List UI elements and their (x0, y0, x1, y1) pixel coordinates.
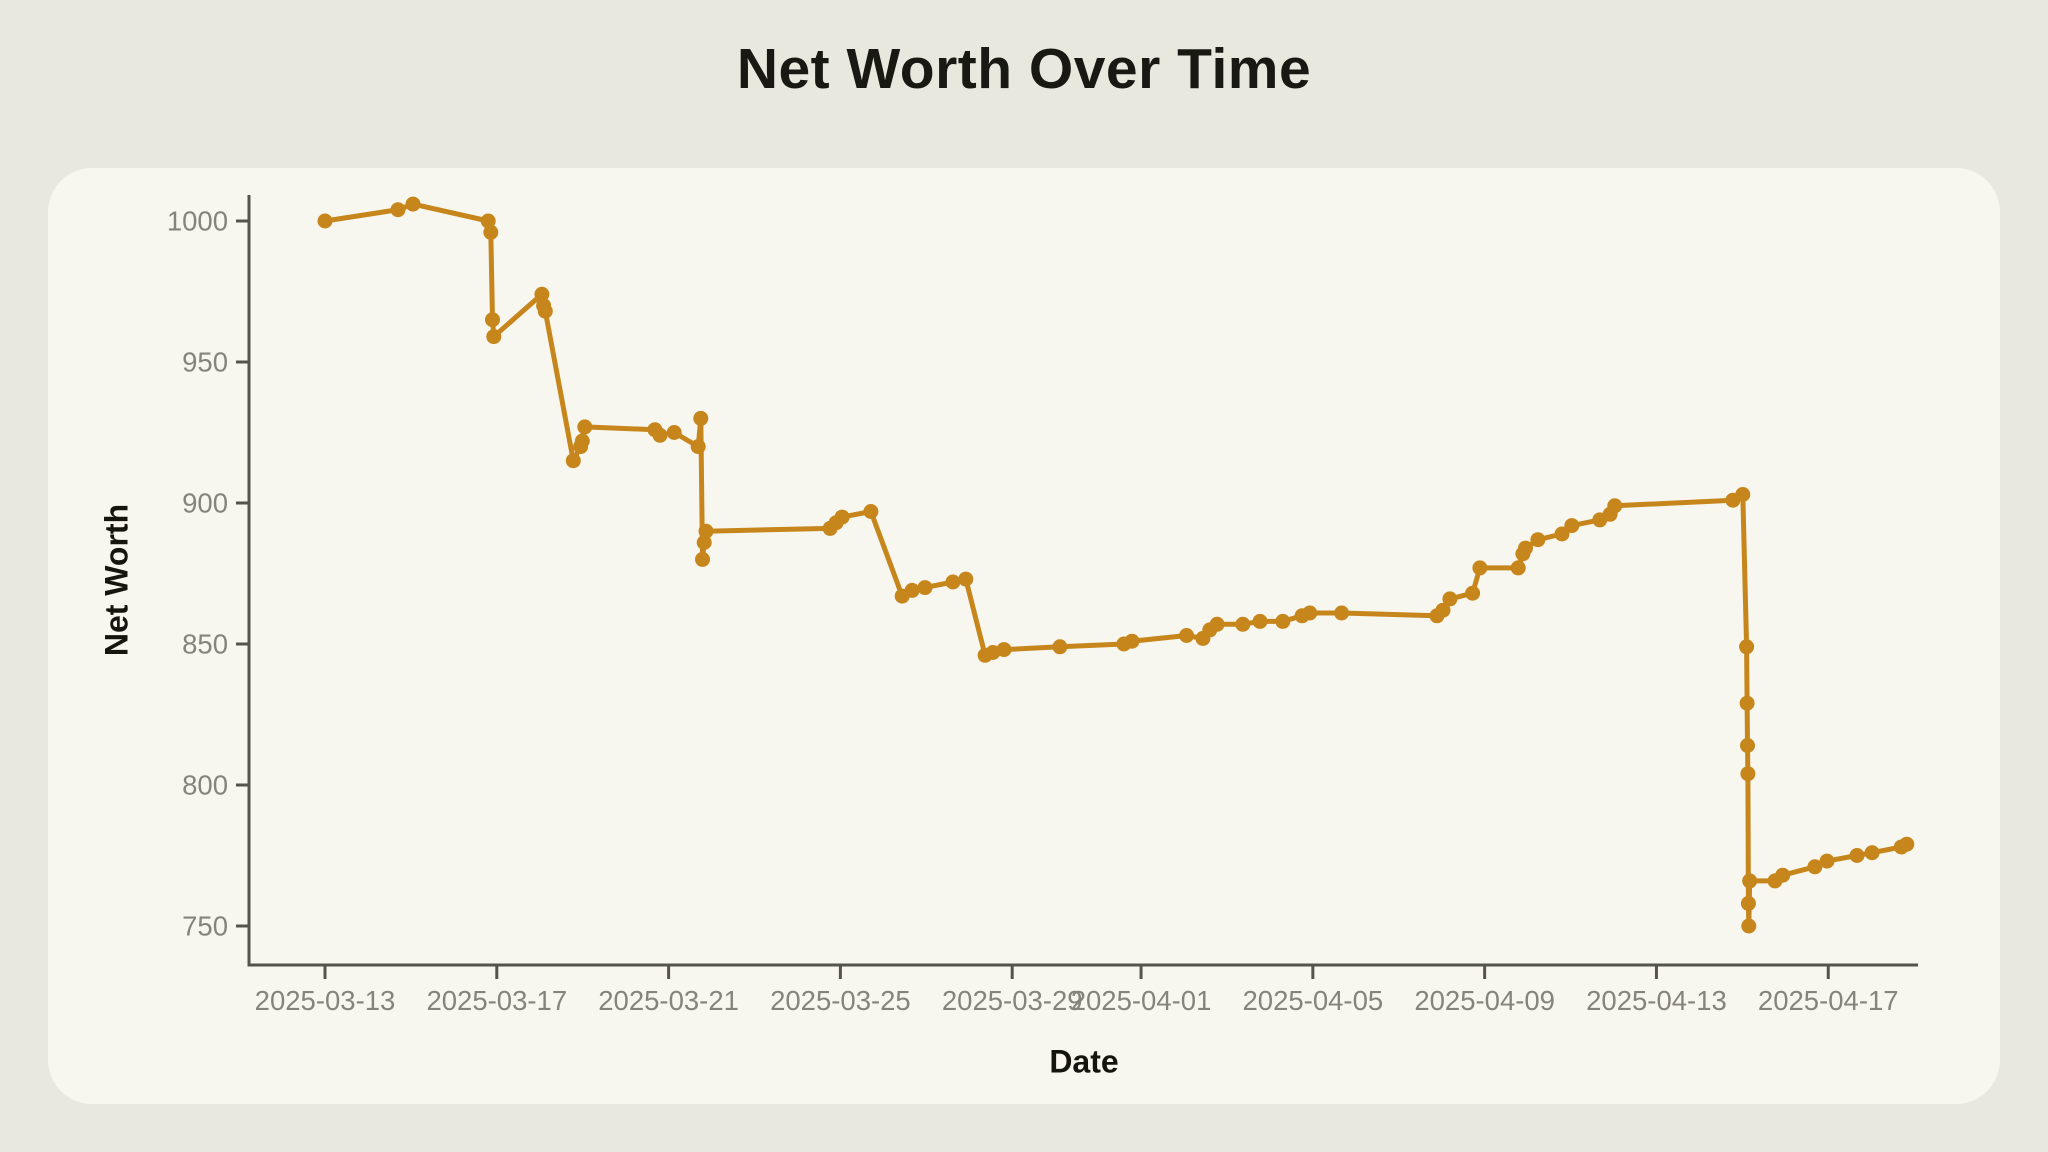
data-point (1775, 867, 1791, 883)
data-point (1740, 738, 1755, 753)
data-point (317, 213, 333, 229)
data-point (483, 224, 499, 240)
data-point (695, 551, 710, 567)
data-point (1849, 848, 1865, 863)
data-point (1742, 873, 1758, 889)
data-point (1252, 613, 1268, 629)
y-tick-label: 800 (182, 770, 228, 801)
x-tick-label: 2025-04-13 (1586, 985, 1727, 1016)
data-point (1124, 633, 1140, 649)
data-point (1465, 585, 1481, 601)
data-point (1334, 605, 1350, 621)
data-point (904, 582, 920, 598)
axis-spines (247, 195, 1918, 967)
data-point (1510, 560, 1526, 576)
data-point (577, 419, 593, 435)
y-tick-label: 850 (182, 629, 228, 660)
data-point (574, 433, 590, 449)
data-point (693, 410, 709, 426)
data-point (485, 312, 500, 328)
data-point (1607, 498, 1623, 514)
y-axis-label: Net Worth (98, 503, 135, 657)
data-point (666, 425, 682, 440)
data-point (1235, 616, 1251, 632)
data-point (565, 453, 581, 469)
x-tick-label: 2025-03-25 (770, 985, 911, 1016)
data-point (1740, 895, 1756, 911)
data-point (486, 329, 502, 345)
data-point (1530, 532, 1546, 548)
data-point (1807, 859, 1823, 875)
data-point (405, 196, 421, 212)
x-tick-label: 2025-03-29 (942, 985, 1083, 1016)
data-point (480, 213, 496, 229)
chart-title: Net Worth Over Time (736, 37, 1312, 101)
data-point (1819, 853, 1835, 869)
x-tick-label: 2025-04-05 (1243, 985, 1384, 1016)
data-point (1518, 540, 1533, 556)
y-tick-label: 1000 (167, 206, 228, 237)
data-point (1435, 602, 1451, 618)
data-point (834, 509, 850, 525)
data-point (1472, 560, 1488, 576)
data-point (534, 286, 550, 302)
x-tick-label: 2025-04-01 (1071, 985, 1212, 1016)
x-tick-label: 2025-03-13 (255, 985, 396, 1016)
data-point (652, 427, 668, 443)
y-tick-label: 900 (182, 488, 228, 519)
data-point (917, 580, 933, 596)
data-point (1741, 918, 1757, 934)
x-tick-label: 2025-03-21 (598, 985, 739, 1016)
x-tick-label: 2025-04-09 (1414, 985, 1555, 1016)
x-tick-label: 2025-04-17 (1758, 985, 1899, 1016)
x-tick-label: 2025-03-17 (426, 985, 567, 1016)
data-point (537, 303, 553, 319)
chart-panel (48, 168, 2000, 1104)
data-point (1554, 526, 1570, 542)
data-point (1739, 695, 1755, 711)
data-point (1864, 845, 1880, 861)
y-tick-label: 950 (182, 347, 228, 378)
data-point (1052, 639, 1068, 655)
data-point (1209, 616, 1225, 632)
data-point (863, 504, 879, 519)
data-point (696, 535, 712, 550)
data-point (1740, 766, 1756, 782)
data-point (1275, 613, 1291, 629)
data-point (1302, 605, 1318, 621)
data-point (1442, 591, 1458, 607)
data-point (1899, 836, 1915, 852)
data-point (945, 574, 961, 590)
x-axis-label: Date (1049, 1043, 1119, 1080)
data-point (1564, 518, 1580, 534)
data-point (390, 202, 406, 218)
data-point (1739, 639, 1755, 655)
data-point (996, 642, 1012, 658)
data-point (690, 439, 706, 455)
data-point (698, 523, 714, 539)
y-tick-label: 750 (182, 911, 228, 942)
data-point (1179, 628, 1195, 643)
data-point (1735, 487, 1751, 502)
data-point (958, 571, 974, 587)
net-worth-series-line (322, 201, 1910, 929)
